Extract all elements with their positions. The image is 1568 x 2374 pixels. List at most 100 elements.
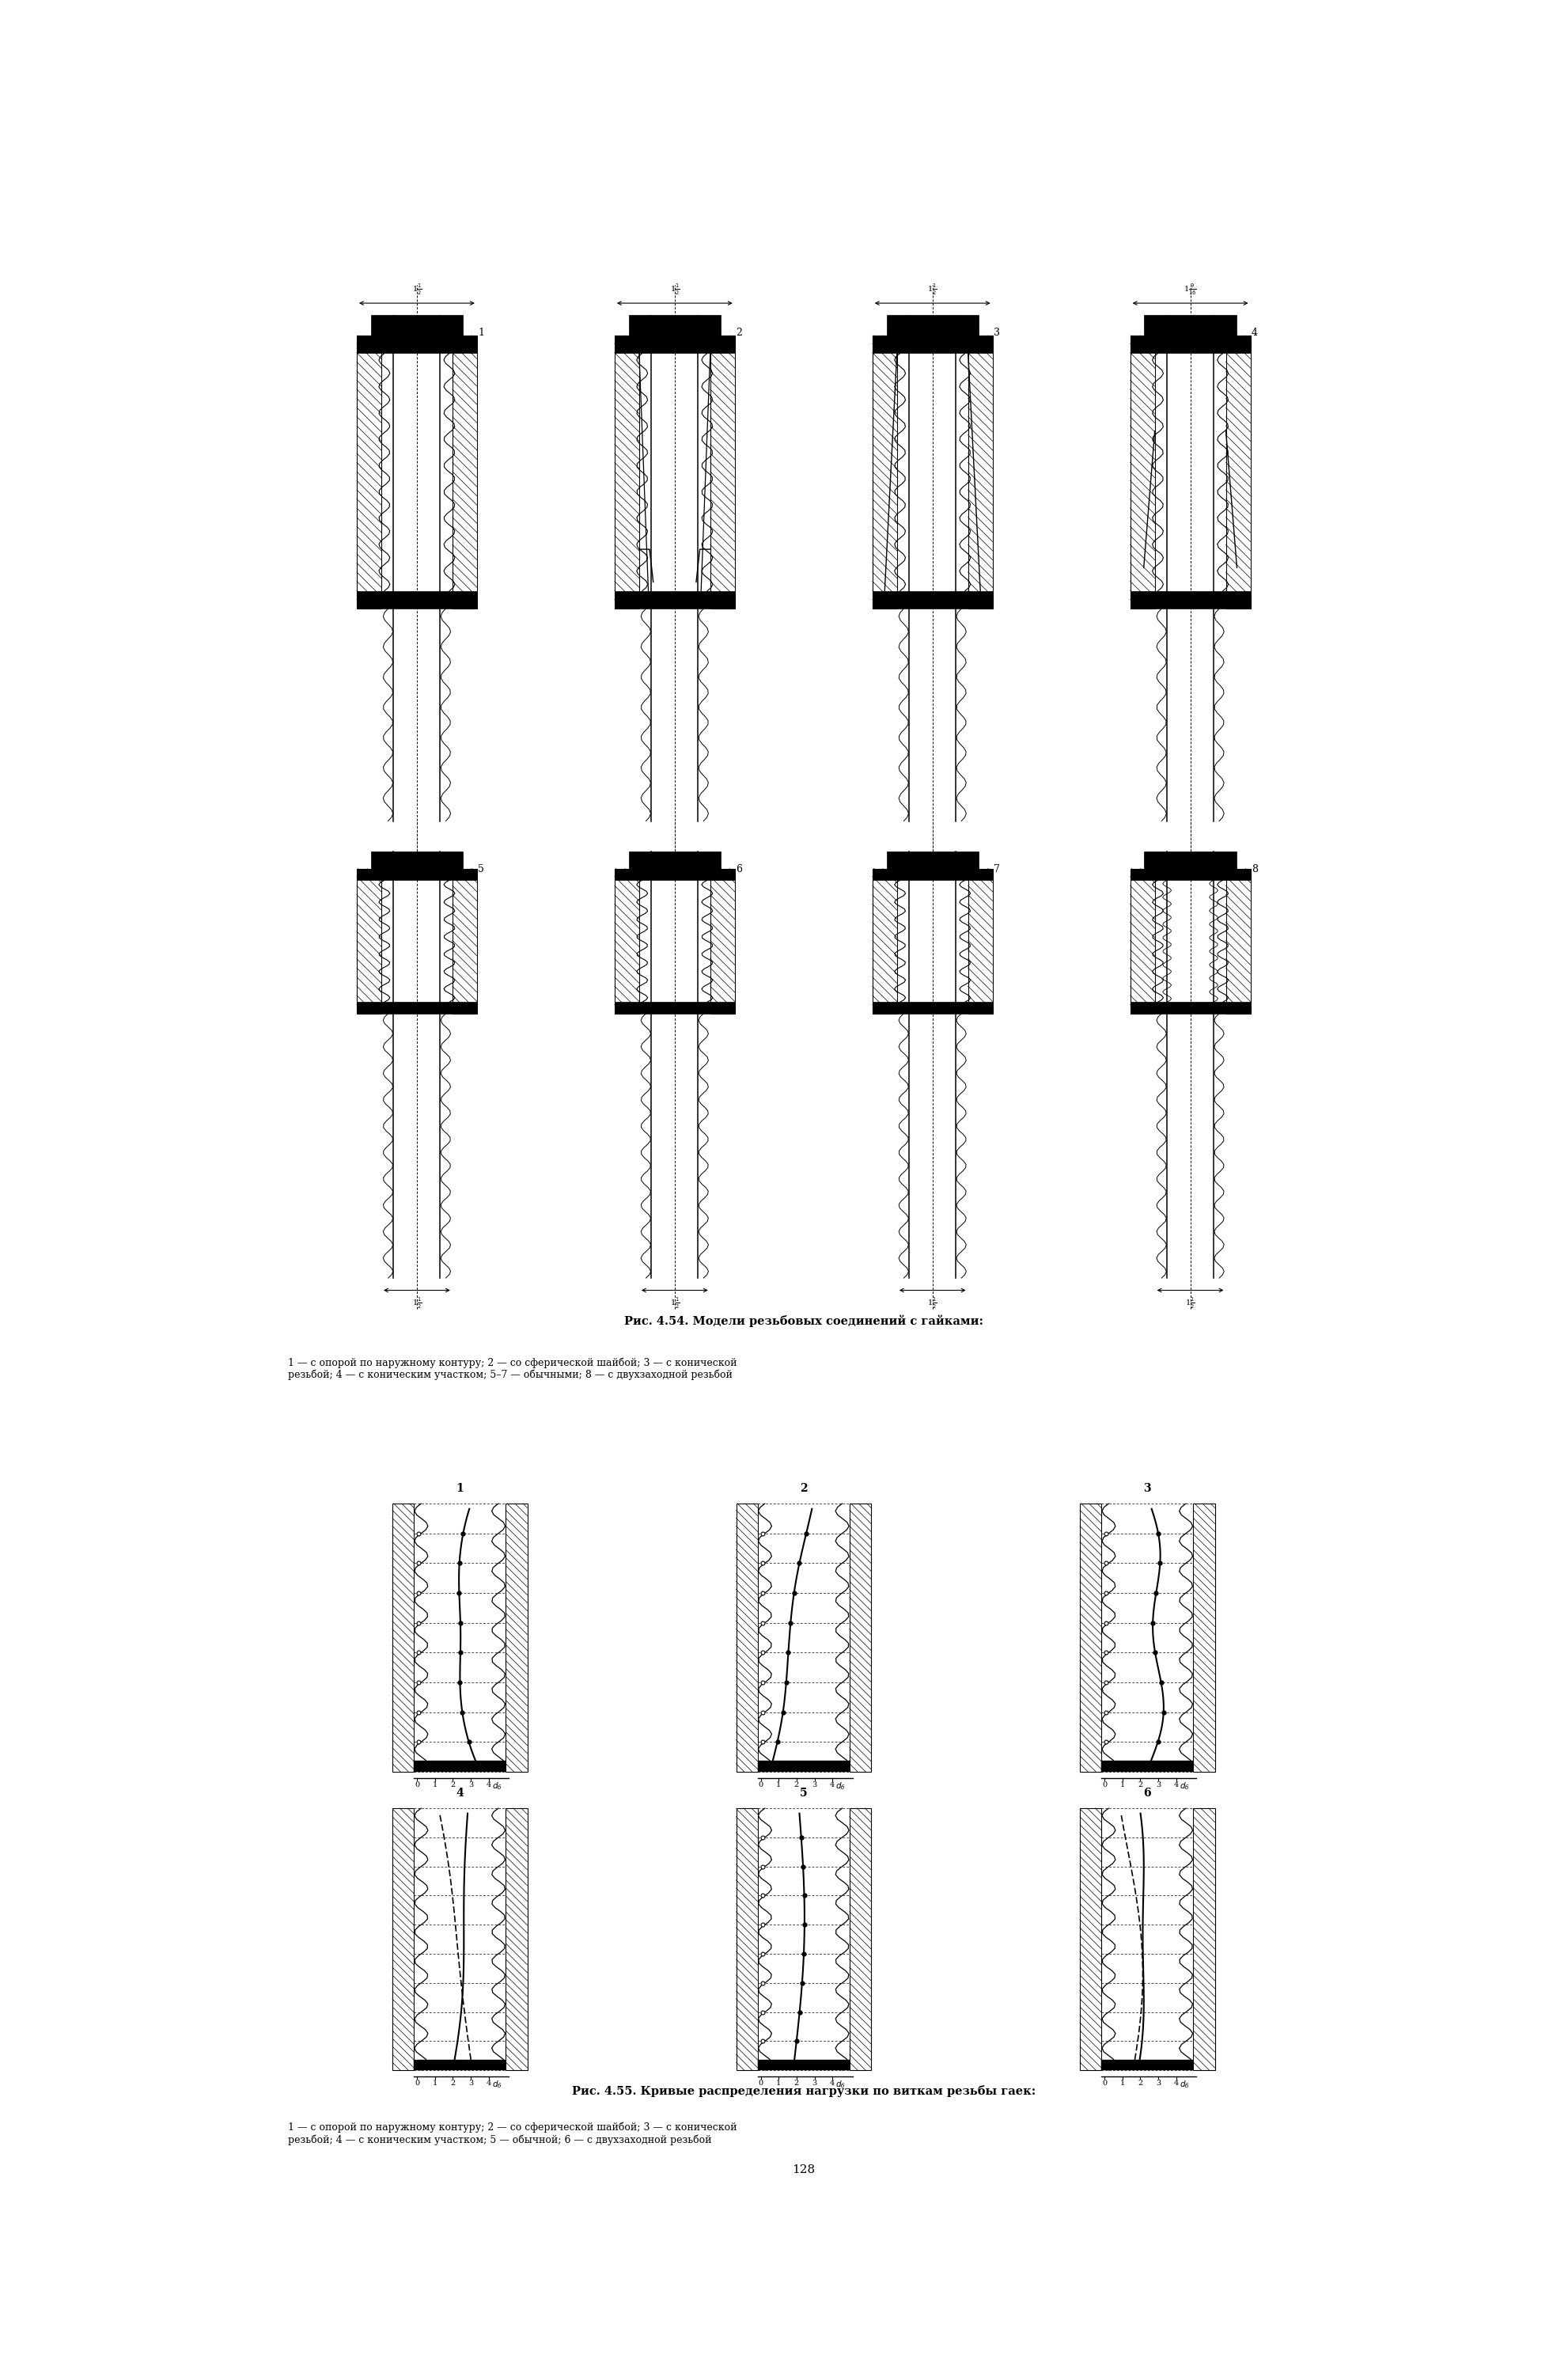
- Bar: [358, 335, 381, 608]
- Bar: [358, 335, 477, 354]
- Bar: [735, 1809, 757, 2070]
- Text: 4: 4: [829, 2080, 834, 2087]
- Bar: [629, 316, 721, 344]
- Text: 4: 4: [1174, 1780, 1179, 1788]
- Text: 1 — с опорой по наружному контуру; 2 — со сферической шайбой; 3 — с конической
р: 1 — с опорой по наружному контуру; 2 — с…: [289, 2122, 737, 2146]
- Bar: [850, 1503, 872, 1771]
- Text: 3: 3: [812, 2080, 817, 2087]
- Text: 3: 3: [812, 1780, 817, 1788]
- Bar: [1226, 335, 1250, 608]
- Bar: [850, 1809, 872, 2070]
- Bar: [615, 869, 640, 1014]
- Bar: [358, 869, 477, 881]
- Bar: [506, 1503, 527, 1771]
- Text: 4: 4: [456, 1788, 464, 1799]
- Bar: [629, 852, 721, 876]
- Text: 2: 2: [1138, 1780, 1143, 1788]
- Text: 2: 2: [800, 1484, 808, 1493]
- Bar: [872, 335, 897, 608]
- Bar: [615, 1002, 735, 1014]
- Bar: [1193, 1503, 1215, 1771]
- Bar: [615, 869, 640, 1014]
- Bar: [1193, 1809, 1215, 2070]
- Bar: [453, 869, 477, 1014]
- Text: 1$\frac{1}{2}$: 1$\frac{1}{2}$: [928, 283, 938, 297]
- Text: 1$\frac{1}{2}$: 1$\frac{1}{2}$: [670, 283, 679, 297]
- Bar: [358, 335, 381, 608]
- Text: 0: 0: [759, 2080, 764, 2087]
- Text: 1$\frac{1}{2}$: 1$\frac{1}{2}$: [412, 283, 422, 297]
- Bar: [710, 869, 735, 1014]
- Text: 3: 3: [469, 1780, 474, 1788]
- Bar: [392, 1809, 414, 2070]
- Bar: [372, 316, 463, 344]
- Bar: [872, 591, 993, 608]
- Text: 0: 0: [414, 1780, 419, 1788]
- Bar: [710, 335, 735, 608]
- Bar: [967, 335, 993, 608]
- Bar: [967, 869, 993, 1014]
- Bar: [967, 335, 993, 608]
- Text: 1$\frac{1}{2}$: 1$\frac{1}{2}$: [928, 1296, 938, 1310]
- Text: 2: 2: [1138, 2080, 1143, 2087]
- Bar: [886, 852, 978, 876]
- Bar: [1080, 1809, 1101, 2070]
- Text: 2: 2: [793, 1780, 800, 1788]
- Text: 2: 2: [450, 2080, 455, 2087]
- Text: 1: 1: [1120, 2080, 1124, 2087]
- Bar: [757, 2061, 850, 2070]
- Bar: [1131, 335, 1154, 608]
- Bar: [872, 335, 993, 354]
- Bar: [1080, 1503, 1101, 1771]
- Bar: [414, 1762, 506, 1771]
- Bar: [710, 869, 735, 1014]
- Bar: [453, 335, 477, 608]
- Bar: [735, 1809, 757, 2070]
- Text: 5: 5: [478, 864, 485, 874]
- Text: 1$\frac{1}{2}$: 1$\frac{1}{2}$: [670, 1296, 679, 1310]
- Text: 3: 3: [469, 2080, 474, 2087]
- Text: 1: 1: [456, 1484, 464, 1493]
- Bar: [358, 1002, 477, 1014]
- Text: 0: 0: [414, 2080, 419, 2087]
- Text: Рис. 4.54. Модели резьбовых соединений с гайками:: Рис. 4.54. Модели резьбовых соединений с…: [624, 1315, 983, 1327]
- Bar: [1080, 1503, 1101, 1771]
- Text: 4: 4: [829, 1780, 834, 1788]
- Text: 128: 128: [792, 2165, 815, 2175]
- Bar: [358, 591, 477, 608]
- Text: 3: 3: [1156, 2080, 1160, 2087]
- Text: 2: 2: [793, 2080, 800, 2087]
- Bar: [615, 869, 735, 881]
- Bar: [872, 335, 897, 608]
- Bar: [1145, 316, 1236, 344]
- Text: 2: 2: [735, 328, 742, 337]
- Bar: [872, 335, 897, 608]
- Text: 8: 8: [1251, 864, 1258, 874]
- Bar: [392, 1503, 414, 1771]
- Bar: [506, 1809, 527, 2070]
- Bar: [392, 1809, 414, 2070]
- Text: 1: 1: [1120, 1780, 1124, 1788]
- Bar: [1193, 1809, 1215, 2070]
- Bar: [1193, 1809, 1215, 2070]
- Bar: [358, 335, 381, 608]
- Bar: [453, 869, 477, 1014]
- Bar: [967, 869, 993, 1014]
- Text: $d_б$: $d_б$: [1179, 2080, 1190, 2089]
- Text: 1 — с опорой по наружному контуру; 2 — со сферической шайбой; 3 — с конической
р: 1 — с опорой по наружному контуру; 2 — с…: [289, 1358, 737, 1379]
- Bar: [615, 335, 640, 608]
- Bar: [1131, 1002, 1250, 1014]
- Bar: [872, 869, 897, 1014]
- Bar: [1080, 1809, 1101, 2070]
- Bar: [358, 869, 381, 1014]
- Bar: [506, 1503, 527, 1771]
- Bar: [886, 316, 978, 344]
- Text: 1: 1: [776, 1780, 781, 1788]
- Text: 0: 0: [1102, 1780, 1107, 1788]
- Bar: [1101, 1762, 1193, 1771]
- Text: 1$\frac{1}{2}$: 1$\frac{1}{2}$: [412, 1296, 422, 1310]
- Bar: [615, 869, 640, 1014]
- Bar: [1131, 335, 1154, 608]
- Text: 1$\frac{9}{16}$: 1$\frac{9}{16}$: [1184, 283, 1196, 297]
- Bar: [1101, 2061, 1193, 2070]
